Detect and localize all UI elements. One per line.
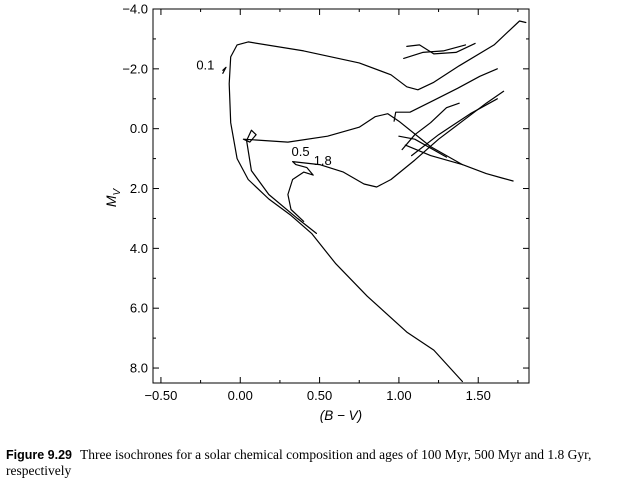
- isochrone-0.5-segment-1: [393, 68, 498, 122]
- isochrone-1.8-segment-0: [287, 90, 505, 222]
- x-tick-label: 1.50: [466, 388, 491, 403]
- y-tick-label: −4.0: [122, 2, 148, 17]
- y-axis-label: MV: [103, 188, 123, 208]
- isochrone-curves: [222, 20, 527, 383]
- x-tick-label: 0.00: [228, 388, 253, 403]
- series-labels: 0.1 0.5 1.8: [196, 57, 331, 168]
- isochrone-0.1-segment-2: [406, 42, 476, 55]
- series-label-0.5: 0.5: [292, 144, 310, 159]
- isochrone-1.8-segment-1: [401, 102, 460, 151]
- y-tick-label: 8.0: [130, 361, 148, 376]
- y-tick-label: 4.0: [130, 241, 148, 256]
- y-tick-label: 0.0: [130, 121, 148, 136]
- y-tick-label: −2.0: [122, 61, 148, 76]
- y-tick-label: 6.0: [130, 301, 148, 316]
- series-label-1.8: 1.8: [314, 153, 332, 168]
- figure-caption: Figure 9.29 Three isochrones for a solar …: [6, 447, 628, 479]
- plot-frame: [152, 8, 530, 384]
- isochrone-0.1-segment-0: [228, 20, 527, 383]
- axis-ticks: [153, 8, 529, 383]
- series-label-0.1: 0.1: [196, 57, 214, 72]
- x-tick-label: −0.50: [144, 388, 177, 403]
- isochrone-0.5-segment-2: [398, 135, 448, 158]
- x-tick-label: 1.00: [386, 388, 411, 403]
- isochrone-0.1-segment-3: [403, 44, 467, 60]
- x-tick-label: 0.50: [307, 388, 332, 403]
- isochrone-0.5-segment-0: [242, 113, 514, 234]
- tick-labels: −0.50 0.00 0.50 1.00 1.50 −4.0 −2.0 0.0 2.0 4.0 6.…: [122, 2, 491, 404]
- caption-label: Figure 9.29: [6, 448, 72, 462]
- isochrone-0.1-segment-1: [222, 66, 227, 74]
- x-axis-label: (B − V): [320, 408, 362, 423]
- isochrone-0.5-segment-3: [404, 144, 463, 166]
- y-tick-label: 2.0: [130, 181, 148, 196]
- caption-text: Three isochrones for a solar chemical co…: [6, 447, 592, 478]
- isochrone-1.8-segment-2: [411, 98, 498, 157]
- isochrone-chart: −0.50 0.00 0.50 1.00 1.50 −4.0 −2.0 0.0 2.0 4.0 6.…: [103, 2, 530, 423]
